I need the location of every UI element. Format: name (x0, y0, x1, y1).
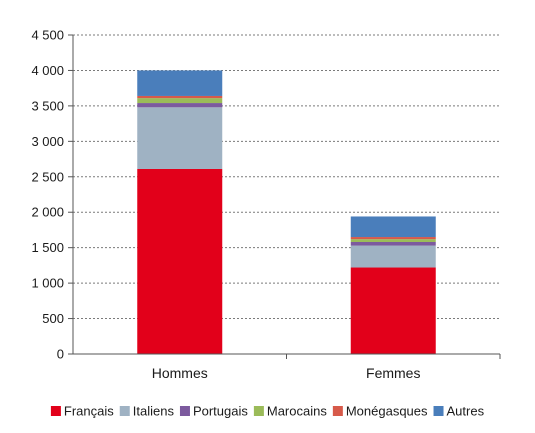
legend-label: Monégasques (346, 404, 428, 419)
y-tick-label: 3 500 (31, 98, 64, 113)
y-tick-label: 4 500 (31, 28, 64, 43)
y-axis: 0 500 1 000 1 500 2 000 2 500 3 000 3 500 4 000 4… (31, 28, 74, 362)
legend: Français Italiens Portugais Marocains Monéga… (50, 404, 485, 419)
legend-swatch (119, 406, 130, 416)
bar-segment-hommes-3 (137, 98, 223, 104)
legend-label: Marocains (267, 404, 327, 419)
bar-segment-femmes-3 (350, 239, 436, 242)
x-category-label: Femmes (366, 365, 420, 381)
y-tick-label: 4 000 (31, 63, 64, 78)
bar-segment-femmes-0 (350, 267, 436, 354)
y-tick-label: 500 (42, 311, 64, 326)
y-tick-label: 3 000 (31, 134, 64, 149)
bar-segment-hommes-4 (137, 95, 223, 99)
legend-swatch (433, 406, 444, 416)
bars (137, 70, 436, 354)
legend-swatch (253, 406, 264, 416)
bar-segment-hommes-1 (137, 107, 223, 169)
legend-swatch (50, 406, 61, 416)
y-tick-label: 2 500 (31, 169, 64, 184)
gridlines (73, 34, 500, 320)
bar-segment-femmes-2 (350, 241, 436, 246)
legend-label: Italiens (133, 404, 175, 419)
bar-segment-femmes-4 (350, 237, 436, 240)
legend-label: Portugais (193, 404, 248, 419)
legend-swatch (179, 406, 190, 416)
bar-segment-femmes-1 (350, 245, 436, 268)
bar-segment-femmes-5 (350, 216, 436, 238)
bar-segment-hommes-5 (137, 70, 223, 96)
y-tick-label: 1 000 (31, 276, 64, 291)
x-category-label: Hommes (152, 365, 208, 381)
y-tick-label: 0 (57, 347, 64, 362)
bar-segment-hommes-0 (137, 168, 223, 354)
y-tick-label: 1 500 (31, 240, 64, 255)
x-axis: Hommes Femmes (73, 353, 501, 381)
y-tick-label: 2 000 (31, 205, 64, 220)
legend-label: Autres (447, 404, 485, 419)
bar-segment-hommes-2 (137, 103, 223, 108)
legend-label: Français (64, 404, 114, 419)
legend-swatch (332, 406, 343, 416)
